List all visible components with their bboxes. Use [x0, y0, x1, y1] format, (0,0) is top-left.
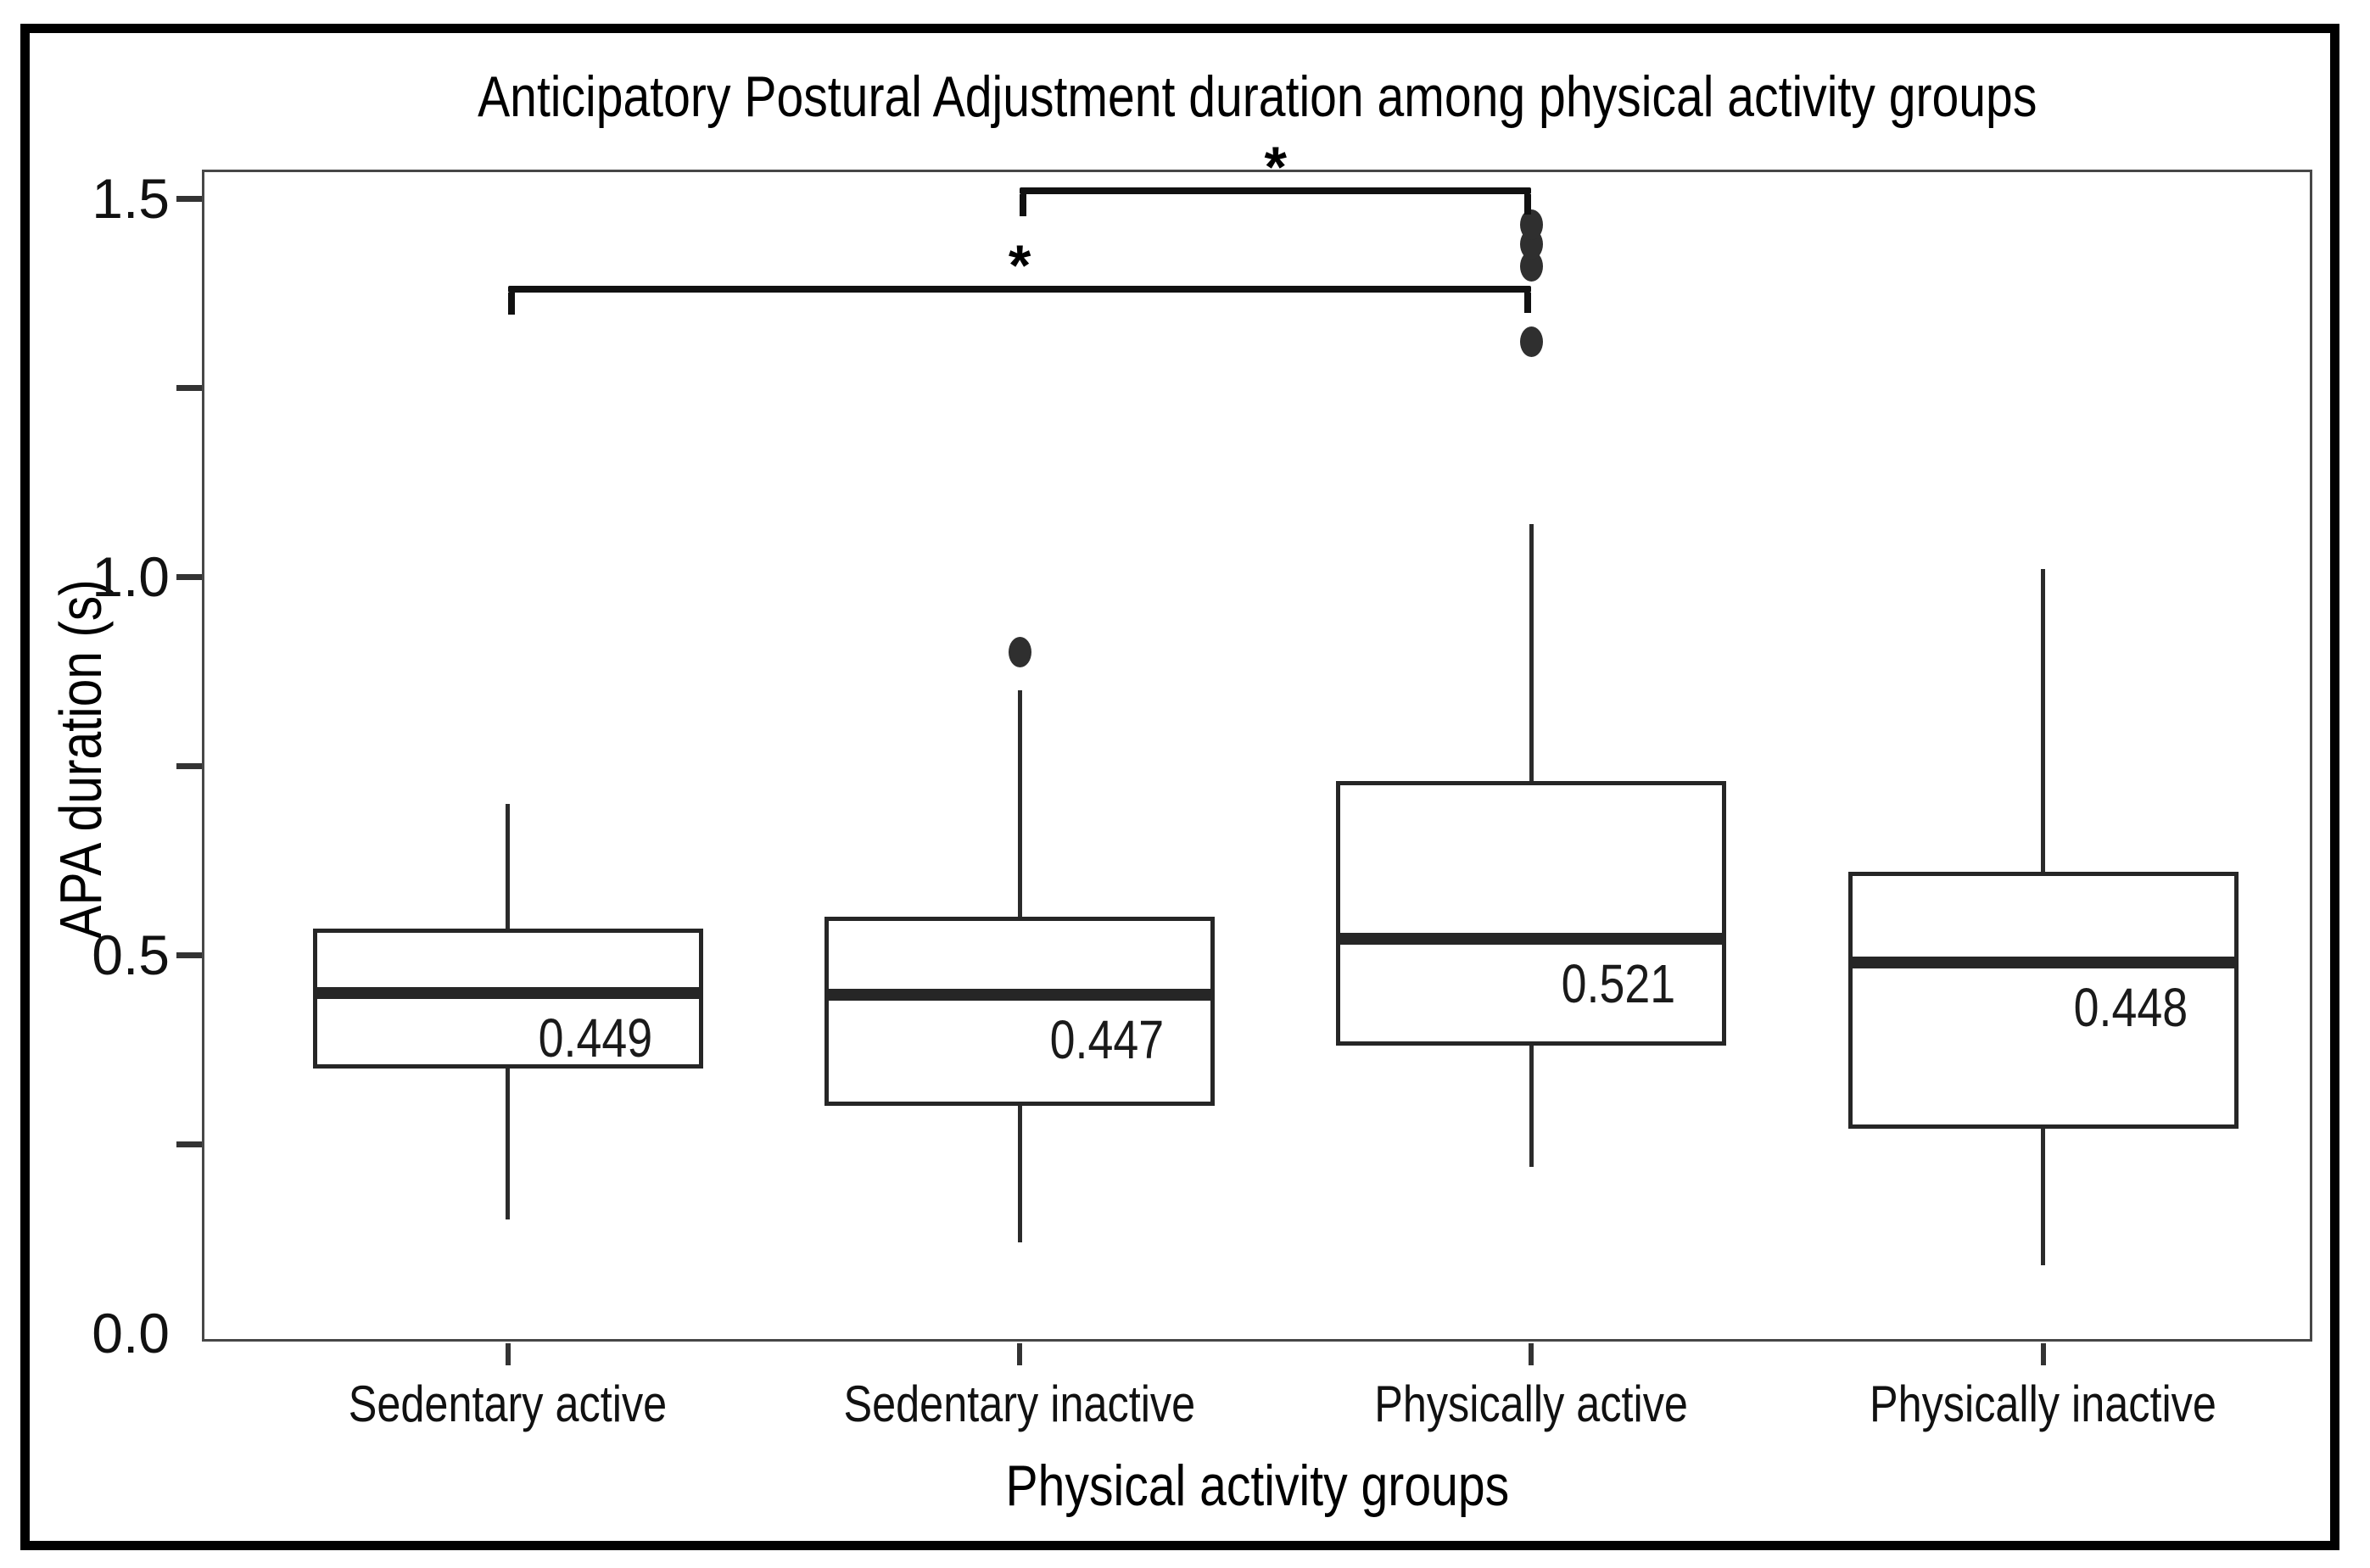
chart-title-text: Anticipatory Postural Adjustment duratio… [477, 64, 2037, 129]
whisker-lower [1017, 1106, 1022, 1242]
x-axis-title: Physical activity groups [202, 1452, 2312, 1520]
category-label-text: Physically active [1374, 1375, 1689, 1432]
category-label: Physically active [1260, 1374, 1803, 1435]
significance-bracket-bar [507, 286, 1532, 293]
whisker-lower [506, 1068, 511, 1220]
box-rect [1847, 871, 2239, 1130]
box-rect [1336, 780, 1727, 1046]
x-axis-title-text: Physical activity groups [1005, 1454, 1509, 1518]
x-tick-mark [2040, 1343, 2046, 1365]
y-tick-label: 0.5 [92, 924, 170, 986]
median-label: 0.521 [1361, 953, 1676, 1015]
y-tick-label: 0.0 [92, 1302, 170, 1364]
whisker-lower [2041, 1129, 2046, 1265]
whisker-upper [1017, 689, 1022, 918]
category-label-text: Physically inactive [1870, 1375, 2217, 1432]
median-line [824, 989, 1216, 1002]
median-label-text: 0.449 [538, 1007, 652, 1069]
category-label: Sedentary inactive [748, 1374, 1291, 1435]
x-tick-mark [1017, 1343, 1023, 1365]
whisker-upper [2041, 569, 2046, 872]
significance-bracket-bar [1020, 187, 1532, 195]
significance-asterisk: * [1008, 233, 1031, 299]
y-tick-mark [176, 952, 202, 958]
category-label: Sedentary active [237, 1374, 780, 1435]
y-tick-mark [176, 196, 202, 202]
plot-panel [202, 170, 2312, 1342]
y-minor-tick-mark [176, 385, 202, 391]
outlier-dot [1008, 637, 1031, 668]
x-tick-mark [505, 1343, 511, 1365]
outlier-dot [1519, 209, 1543, 241]
whisker-upper [1529, 523, 1534, 781]
y-minor-tick-mark [176, 1141, 202, 1147]
median-label-text: 0.521 [1561, 953, 1676, 1015]
significance-bracket-drop-left [1020, 194, 1027, 217]
median-label-text: 0.447 [1049, 1009, 1165, 1071]
median-label: 0.448 [1874, 978, 2188, 1037]
median-line [1847, 956, 2239, 968]
outlier-dot [1519, 326, 1543, 358]
median-label-text: 0.448 [2073, 976, 2188, 1038]
category-label-text: Sedentary inactive [843, 1375, 1196, 1432]
significance-bracket-drop-right [1524, 293, 1532, 314]
y-minor-tick-mark [176, 763, 202, 769]
chart-title: Anticipatory Postural Adjustment duratio… [202, 58, 2312, 136]
median-line [1336, 933, 1727, 946]
y-tick-mark [176, 574, 202, 580]
y-tick-label: 1.0 [92, 545, 170, 608]
category-label-text: Sedentary active [349, 1375, 668, 1432]
median-label: 0.447 [850, 1009, 1165, 1071]
significance-bracket-drop-right [1524, 194, 1532, 215]
whisker-upper [506, 803, 511, 929]
median-line [312, 987, 703, 1000]
y-tick-label: 1.5 [92, 167, 170, 230]
x-tick-mark [1529, 1343, 1534, 1365]
category-label: Physically inactive [1772, 1374, 2315, 1435]
whisker-lower [1529, 1046, 1534, 1167]
box-rect [824, 917, 1216, 1107]
significance-bracket-drop-left [507, 293, 515, 315]
median-label: 0.449 [338, 1008, 652, 1068]
significance-asterisk: * [1264, 135, 1287, 200]
